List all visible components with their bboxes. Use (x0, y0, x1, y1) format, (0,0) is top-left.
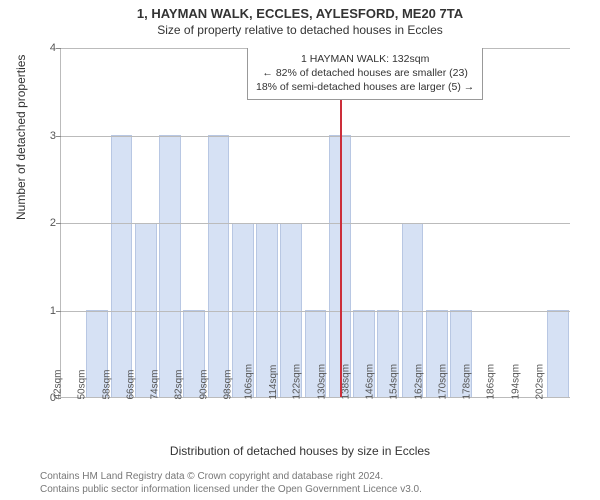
xtick-label: 106sqm (244, 364, 255, 400)
plot-region: 42sqm50sqm58sqm66sqm74sqm82sqm90sqm98sqm… (60, 48, 570, 398)
ytick-mark (56, 398, 61, 399)
footer-attribution: Contains HM Land Registry data © Crown c… (40, 470, 422, 496)
callout-line-3: 18% of semi-detached houses are larger (… (256, 80, 474, 94)
xtick-label: 170sqm (438, 364, 449, 400)
ytick-label: 2 (41, 217, 56, 229)
ytick-label: 4 (41, 42, 56, 54)
xtick-label: 114sqm (268, 365, 279, 400)
bar (159, 135, 181, 397)
ytick-mark (56, 223, 61, 224)
callout-line-2: ← 82% of detached houses are smaller (23… (256, 66, 474, 80)
ytick-label: 0 (41, 392, 56, 404)
xtick-label: 154sqm (389, 364, 400, 400)
bar (547, 310, 569, 397)
xtick-label: 58sqm (101, 369, 112, 399)
xtick-label: 98sqm (222, 369, 233, 399)
ytick-label: 3 (41, 130, 56, 142)
xtick-label: 130sqm (316, 364, 327, 400)
xtick-label: 74sqm (150, 369, 161, 399)
chart-area: 42sqm50sqm58sqm66sqm74sqm82sqm90sqm98sqm… (60, 48, 570, 398)
xtick-label: 202sqm (535, 364, 546, 400)
xtick-label: 186sqm (486, 364, 497, 400)
xtick-label: 146sqm (365, 364, 376, 400)
xtick-label: 66sqm (125, 369, 136, 399)
ytick-mark (56, 136, 61, 137)
x-axis-label: Distribution of detached houses by size … (0, 444, 600, 458)
xtick-label: 162sqm (413, 364, 424, 400)
xtick-label: 90sqm (198, 369, 209, 399)
callout-box: 1 HAYMAN WALK: 132sqm← 82% of detached h… (247, 48, 483, 100)
gridline (61, 223, 570, 224)
y-axis-label: Number of detached properties (14, 55, 28, 220)
gridline (61, 311, 570, 312)
footer-line-2: Contains public sector information licen… (40, 483, 422, 496)
bar (208, 135, 230, 397)
ytick-label: 1 (41, 305, 56, 317)
page-title: 1, HAYMAN WALK, ECCLES, AYLESFORD, ME20 … (0, 6, 600, 21)
xtick-label: 138sqm (341, 364, 352, 400)
xtick-label: 122sqm (292, 364, 303, 400)
xtick-label: 178sqm (462, 364, 473, 400)
gridline (61, 136, 570, 137)
xtick-label: 50sqm (77, 369, 88, 399)
ytick-mark (56, 48, 61, 49)
xtick-label: 82sqm (174, 369, 185, 399)
page-subtitle: Size of property relative to detached ho… (0, 23, 600, 37)
bar (111, 135, 133, 397)
xtick-label: 194sqm (510, 364, 521, 400)
callout-line-1: 1 HAYMAN WALK: 132sqm (256, 52, 474, 66)
marker-line (340, 48, 342, 397)
title-block: 1, HAYMAN WALK, ECCLES, AYLESFORD, ME20 … (0, 0, 600, 37)
ytick-mark (56, 311, 61, 312)
footer-line-1: Contains HM Land Registry data © Crown c… (40, 470, 422, 483)
